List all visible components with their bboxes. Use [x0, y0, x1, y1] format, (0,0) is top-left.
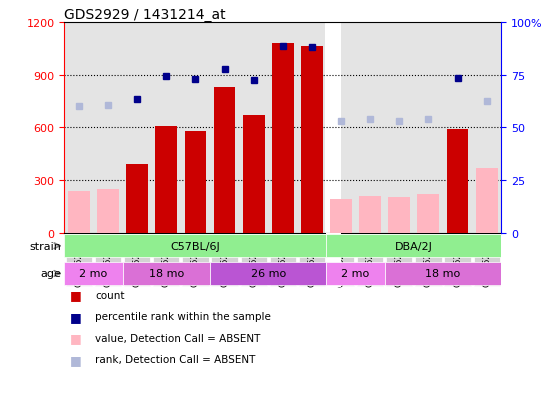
Text: GSM152267: GSM152267 [395, 236, 404, 287]
Text: C57BL/6J: C57BL/6J [171, 241, 220, 251]
Text: GSM152256: GSM152256 [74, 236, 83, 287]
FancyBboxPatch shape [95, 235, 121, 286]
Bar [127, 165, 148, 233]
FancyBboxPatch shape [123, 262, 210, 285]
Text: 26 mo: 26 mo [251, 269, 286, 279]
FancyBboxPatch shape [241, 235, 267, 286]
Text: GSM152265: GSM152265 [337, 236, 346, 287]
Text: ■: ■ [70, 331, 82, 344]
FancyBboxPatch shape [299, 235, 325, 286]
FancyBboxPatch shape [445, 235, 470, 286]
FancyBboxPatch shape [153, 235, 179, 286]
Bar [181, 23, 210, 233]
Text: value, Detection Call = ABSENT: value, Detection Call = ABSENT [95, 333, 260, 343]
Text: GSM152269: GSM152269 [453, 236, 462, 287]
Text: age: age [41, 269, 62, 279]
Bar [385, 23, 414, 233]
Text: count: count [95, 290, 125, 300]
Text: GSM152258: GSM152258 [133, 236, 142, 287]
Bar [389, 197, 410, 233]
Text: GSM152259: GSM152259 [162, 236, 171, 286]
Text: GSM152257: GSM152257 [104, 236, 113, 287]
Text: GSM152261: GSM152261 [220, 236, 229, 287]
Bar [472, 23, 501, 233]
Bar [447, 130, 468, 233]
Bar [68, 191, 90, 233]
Bar [297, 23, 326, 233]
Bar [152, 23, 181, 233]
Text: GSM152263: GSM152263 [278, 236, 287, 287]
FancyBboxPatch shape [386, 235, 412, 286]
Bar [418, 195, 439, 233]
FancyBboxPatch shape [210, 262, 326, 285]
Bar [239, 23, 268, 233]
Text: GDS2929 / 1431214_at: GDS2929 / 1431214_at [64, 8, 226, 22]
FancyBboxPatch shape [357, 235, 383, 286]
Text: percentile rank within the sample: percentile rank within the sample [95, 311, 271, 321]
Bar [356, 23, 385, 233]
Bar [210, 23, 239, 233]
Bar [64, 23, 94, 233]
Bar [123, 23, 152, 233]
Text: GSM152268: GSM152268 [424, 236, 433, 287]
Bar [243, 116, 264, 233]
Bar [94, 23, 123, 233]
Text: 18 mo: 18 mo [149, 269, 184, 279]
Bar [326, 23, 341, 233]
FancyBboxPatch shape [64, 262, 123, 285]
Bar [272, 44, 293, 233]
Text: 18 mo: 18 mo [426, 269, 460, 279]
FancyBboxPatch shape [474, 235, 500, 286]
FancyBboxPatch shape [212, 235, 237, 286]
FancyBboxPatch shape [416, 235, 441, 286]
Text: rank, Detection Call = ABSENT: rank, Detection Call = ABSENT [95, 354, 255, 364]
Text: ■: ■ [70, 310, 82, 323]
Bar [476, 169, 497, 233]
FancyBboxPatch shape [326, 235, 501, 258]
Text: ■: ■ [70, 353, 82, 366]
FancyBboxPatch shape [385, 262, 501, 285]
FancyBboxPatch shape [270, 235, 296, 286]
Text: DBA/2J: DBA/2J [395, 241, 433, 251]
FancyBboxPatch shape [328, 235, 354, 286]
Bar [326, 233, 341, 287]
Text: GSM152266: GSM152266 [366, 236, 375, 287]
Bar [156, 126, 177, 233]
Bar [325, 23, 328, 233]
Text: 2 mo: 2 mo [80, 269, 108, 279]
FancyBboxPatch shape [64, 235, 326, 258]
Bar [213, 88, 235, 233]
Text: 2 mo: 2 mo [342, 269, 370, 279]
Text: strain: strain [30, 241, 62, 251]
Text: ■: ■ [70, 288, 82, 301]
Bar [414, 23, 443, 233]
Bar [326, 23, 356, 233]
Bar [97, 190, 119, 233]
FancyBboxPatch shape [326, 262, 385, 285]
Bar [268, 23, 297, 233]
Text: GSM152264: GSM152264 [307, 236, 316, 287]
Bar [184, 131, 206, 233]
Text: GSM152260: GSM152260 [191, 236, 200, 287]
FancyBboxPatch shape [66, 235, 92, 286]
Text: GSM152270: GSM152270 [482, 236, 491, 287]
Bar [360, 197, 381, 233]
Bar [301, 47, 323, 233]
FancyBboxPatch shape [124, 235, 150, 286]
Bar [443, 23, 472, 233]
FancyBboxPatch shape [183, 235, 208, 286]
Bar [330, 200, 352, 233]
Text: GSM152262: GSM152262 [249, 236, 258, 287]
